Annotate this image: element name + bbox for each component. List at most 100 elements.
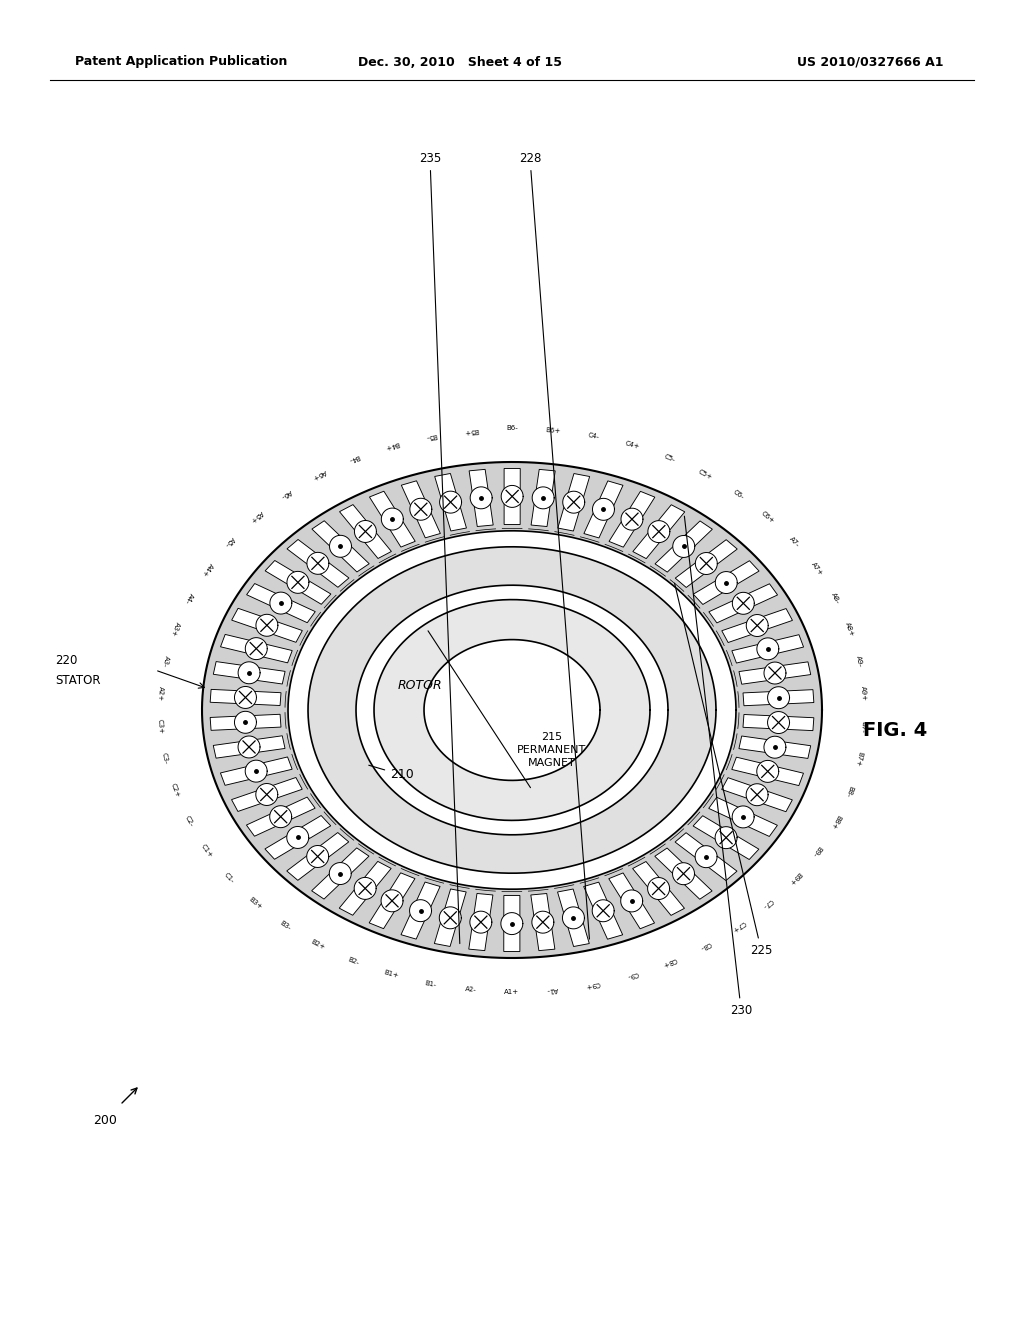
Polygon shape: [746, 784, 768, 805]
Text: C5+: C5+: [697, 469, 714, 480]
Polygon shape: [308, 546, 716, 874]
Text: FIG. 4: FIG. 4: [863, 721, 927, 739]
Polygon shape: [245, 760, 267, 783]
Polygon shape: [501, 912, 523, 935]
Polygon shape: [247, 797, 315, 837]
Polygon shape: [340, 504, 391, 558]
Text: C8-: C8-: [698, 940, 712, 950]
Polygon shape: [287, 833, 349, 880]
Polygon shape: [530, 894, 555, 950]
Polygon shape: [609, 873, 654, 929]
Text: B1+: B1+: [383, 970, 399, 979]
Text: C6+: C6+: [761, 510, 776, 524]
Polygon shape: [531, 470, 555, 527]
Polygon shape: [563, 491, 585, 513]
Polygon shape: [673, 863, 694, 884]
Text: C9-: C9-: [626, 970, 639, 979]
Polygon shape: [210, 714, 281, 730]
Polygon shape: [768, 686, 790, 709]
Polygon shape: [469, 470, 494, 527]
Polygon shape: [470, 487, 493, 508]
Polygon shape: [401, 480, 440, 537]
Text: B9+: B9+: [786, 871, 802, 886]
Text: A2+: A2+: [157, 686, 164, 701]
Polygon shape: [757, 760, 778, 783]
Polygon shape: [287, 572, 309, 593]
Polygon shape: [410, 498, 432, 520]
Text: A3+: A3+: [169, 620, 180, 638]
Polygon shape: [584, 480, 623, 539]
Polygon shape: [709, 583, 777, 623]
Text: C1-: C1-: [223, 871, 236, 884]
Polygon shape: [370, 491, 415, 546]
Text: C5-: C5-: [664, 454, 677, 463]
Text: B4+: B4+: [384, 441, 399, 450]
Text: A7-: A7-: [788, 536, 801, 548]
Polygon shape: [501, 486, 523, 507]
Text: A6+: A6+: [310, 469, 327, 480]
Polygon shape: [356, 585, 668, 834]
Polygon shape: [231, 609, 302, 643]
Text: Dec. 30, 2010   Sheet 4 of 15: Dec. 30, 2010 Sheet 4 of 15: [358, 55, 562, 69]
Polygon shape: [247, 583, 315, 623]
Text: C3-: C3-: [161, 752, 170, 766]
Polygon shape: [757, 638, 779, 660]
Polygon shape: [354, 520, 377, 543]
Text: B7+: B7+: [854, 751, 863, 767]
Polygon shape: [339, 862, 391, 915]
Text: STATOR: STATOR: [55, 673, 100, 686]
Polygon shape: [593, 499, 614, 520]
Text: B3-: B3-: [279, 920, 292, 932]
Polygon shape: [695, 553, 718, 574]
Text: B5-: B5-: [425, 432, 437, 440]
Polygon shape: [288, 531, 736, 890]
Text: 220: 220: [55, 653, 78, 667]
Polygon shape: [621, 890, 643, 912]
Text: A3-: A3-: [161, 655, 170, 668]
Polygon shape: [238, 737, 260, 758]
Polygon shape: [743, 714, 814, 731]
Polygon shape: [410, 900, 431, 921]
Text: B8-: B8-: [844, 784, 854, 797]
Text: B5+: B5+: [464, 426, 479, 434]
Polygon shape: [592, 900, 614, 921]
Text: C3+: C3+: [157, 718, 164, 734]
Text: Patent Application Publication: Patent Application Publication: [75, 55, 288, 69]
Polygon shape: [739, 661, 811, 684]
Text: C2+: C2+: [169, 783, 180, 799]
Polygon shape: [531, 911, 554, 933]
Polygon shape: [768, 711, 790, 734]
Polygon shape: [633, 504, 685, 558]
Polygon shape: [434, 888, 466, 946]
Polygon shape: [439, 491, 462, 513]
Polygon shape: [532, 487, 554, 508]
Polygon shape: [401, 882, 440, 939]
Polygon shape: [354, 878, 376, 899]
Polygon shape: [558, 474, 590, 531]
Polygon shape: [654, 847, 712, 899]
Polygon shape: [764, 663, 786, 684]
Polygon shape: [504, 895, 520, 952]
Text: B8+: B8+: [828, 813, 842, 830]
Polygon shape: [732, 758, 804, 785]
Polygon shape: [265, 561, 331, 605]
Text: A8+: A8+: [844, 622, 855, 638]
Polygon shape: [435, 474, 467, 531]
Text: 235: 235: [419, 152, 460, 944]
Text: A4+: A4+: [201, 561, 214, 577]
Polygon shape: [739, 737, 811, 759]
Polygon shape: [234, 711, 256, 734]
Polygon shape: [470, 911, 492, 933]
Polygon shape: [307, 846, 329, 867]
Polygon shape: [557, 890, 589, 946]
Polygon shape: [693, 561, 759, 605]
Text: A1-: A1-: [547, 986, 559, 993]
Text: C6-: C6-: [732, 488, 745, 500]
Text: B6+: B6+: [545, 426, 561, 434]
Polygon shape: [732, 807, 754, 828]
Text: A7+: A7+: [810, 561, 823, 577]
Text: US 2010/0327666 A1: US 2010/0327666 A1: [797, 55, 943, 69]
Polygon shape: [764, 737, 785, 758]
Polygon shape: [609, 491, 655, 548]
Polygon shape: [715, 826, 737, 849]
